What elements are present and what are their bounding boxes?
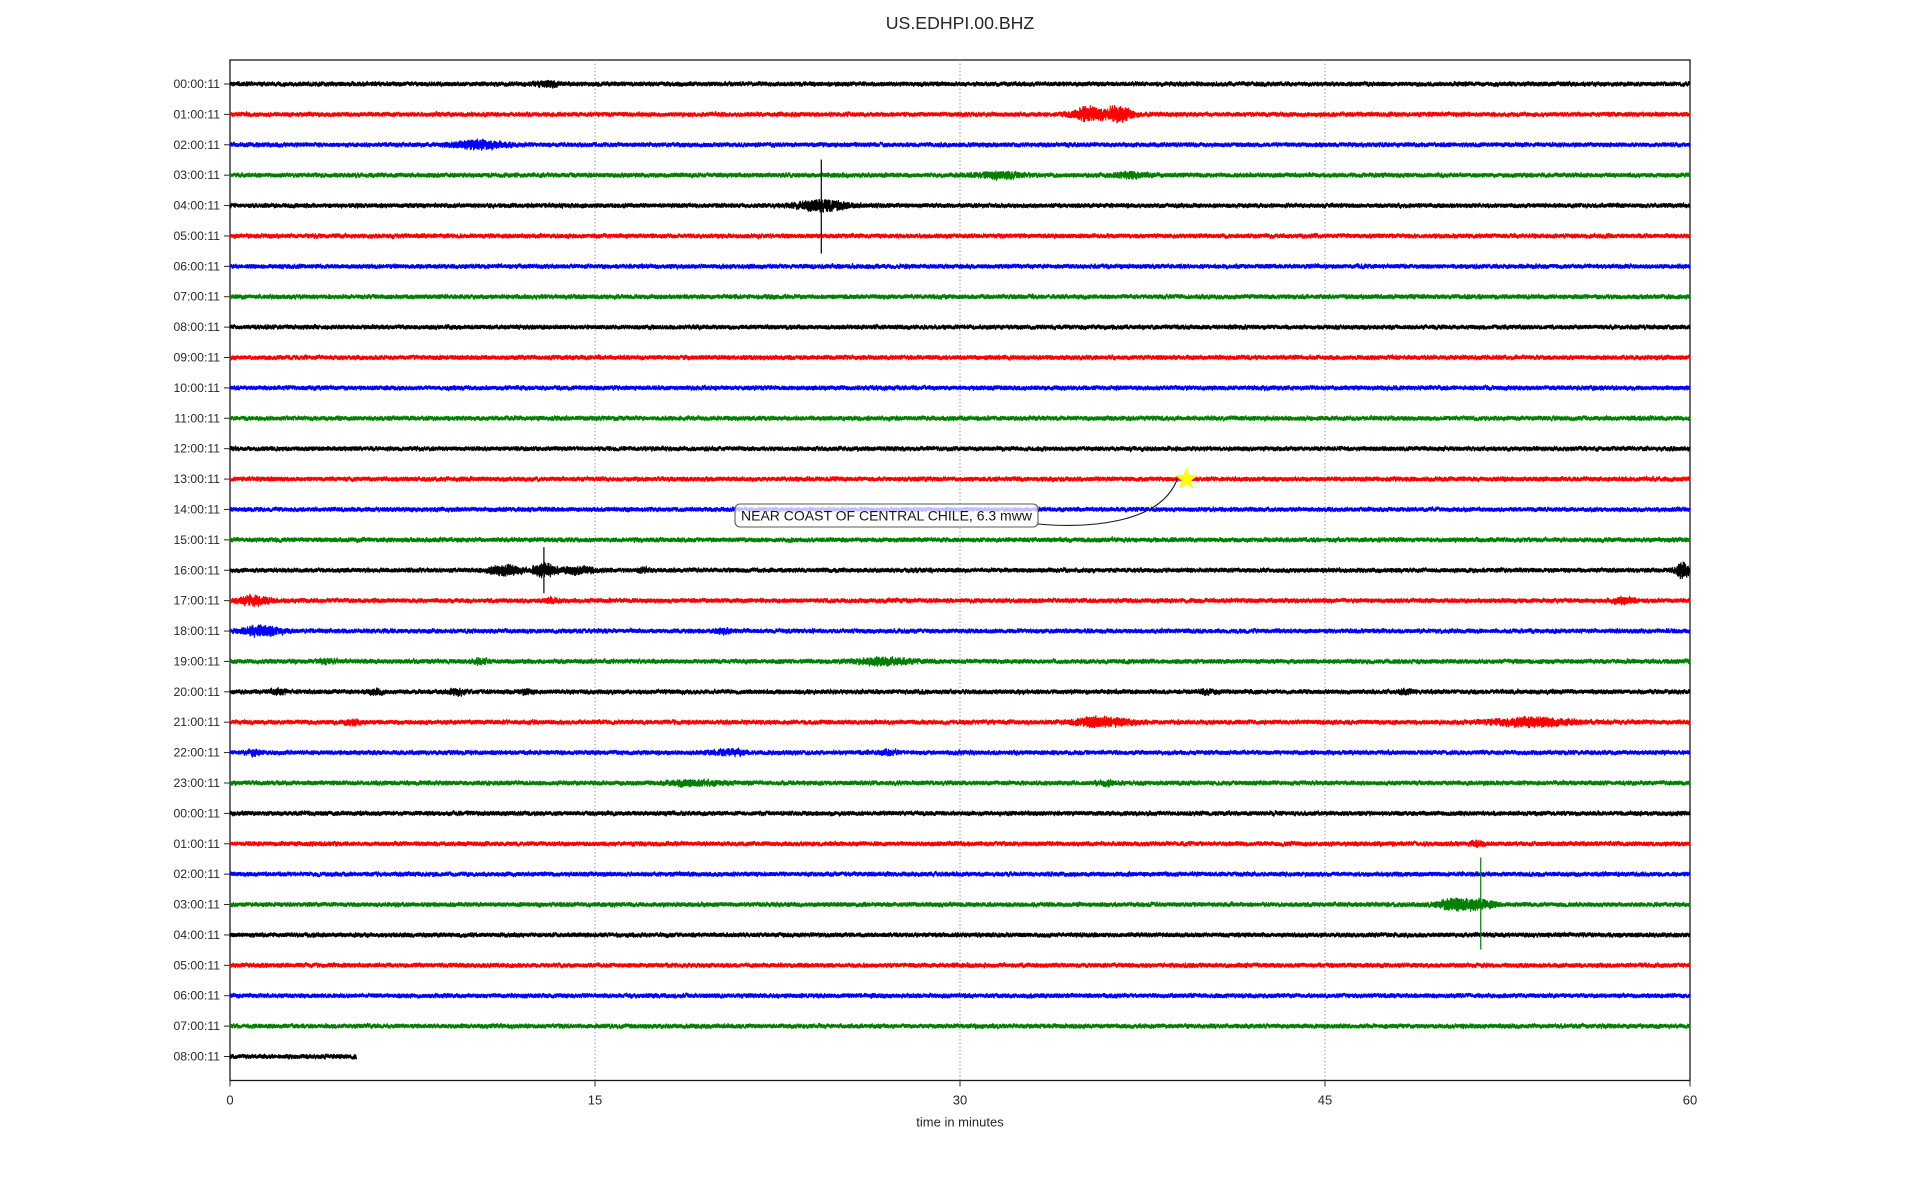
svg-text:21:00:11: 21:00:11 — [173, 715, 220, 729]
svg-text:07:00:11: 07:00:11 — [173, 1019, 220, 1033]
svg-text:12:00:11: 12:00:11 — [173, 442, 220, 456]
svg-text:06:00:11: 06:00:11 — [173, 259, 220, 273]
svg-text:18:00:11: 18:00:11 — [173, 624, 220, 638]
svg-text:07:00:11: 07:00:11 — [173, 290, 220, 304]
svg-text:05:00:11: 05:00:11 — [173, 229, 220, 243]
svg-text:11:00:11: 11:00:11 — [174, 411, 220, 425]
svg-text:45: 45 — [1318, 1093, 1332, 1108]
svg-text:13:00:11: 13:00:11 — [173, 472, 220, 486]
svg-text:US.EDHPI.00.BHZ: US.EDHPI.00.BHZ — [886, 13, 1035, 33]
svg-text:05:00:11: 05:00:11 — [173, 958, 220, 972]
svg-text:00:00:11: 00:00:11 — [173, 77, 220, 91]
svg-text:04:00:11: 04:00:11 — [173, 928, 220, 942]
svg-text:01:00:11: 01:00:11 — [173, 107, 220, 121]
svg-text:03:00:11: 03:00:11 — [173, 168, 220, 182]
svg-text:19:00:11: 19:00:11 — [173, 654, 220, 668]
svg-text:time in minutes: time in minutes — [916, 1115, 1004, 1130]
svg-text:08:00:11: 08:00:11 — [173, 320, 220, 334]
svg-text:23:00:11: 23:00:11 — [173, 776, 220, 790]
svg-text:30: 30 — [953, 1093, 967, 1108]
svg-text:0: 0 — [226, 1093, 233, 1108]
svg-text:14:00:11: 14:00:11 — [173, 502, 220, 516]
svg-text:03:00:11: 03:00:11 — [173, 898, 220, 912]
svg-text:04:00:11: 04:00:11 — [173, 199, 220, 213]
svg-text:10:00:11: 10:00:11 — [173, 381, 220, 395]
svg-text:60: 60 — [1683, 1093, 1697, 1108]
svg-text:NEAR COAST OF CENTRAL CHILE, 6: NEAR COAST OF CENTRAL CHILE, 6.3 mww — [741, 508, 1033, 524]
svg-text:20:00:11: 20:00:11 — [173, 685, 220, 699]
svg-text:15:00:11: 15:00:11 — [173, 533, 220, 547]
svg-text:16:00:11: 16:00:11 — [173, 563, 220, 577]
svg-text:17:00:11: 17:00:11 — [173, 594, 220, 608]
svg-text:22:00:11: 22:00:11 — [173, 746, 220, 760]
svg-text:01:00:11: 01:00:11 — [173, 837, 220, 851]
svg-text:06:00:11: 06:00:11 — [173, 989, 220, 1003]
svg-text:15: 15 — [588, 1093, 602, 1108]
svg-text:02:00:11: 02:00:11 — [173, 138, 220, 152]
svg-text:09:00:11: 09:00:11 — [173, 351, 220, 365]
svg-text:08:00:11: 08:00:11 — [173, 1050, 220, 1064]
svg-text:00:00:11: 00:00:11 — [173, 806, 220, 820]
svg-text:02:00:11: 02:00:11 — [173, 867, 220, 881]
